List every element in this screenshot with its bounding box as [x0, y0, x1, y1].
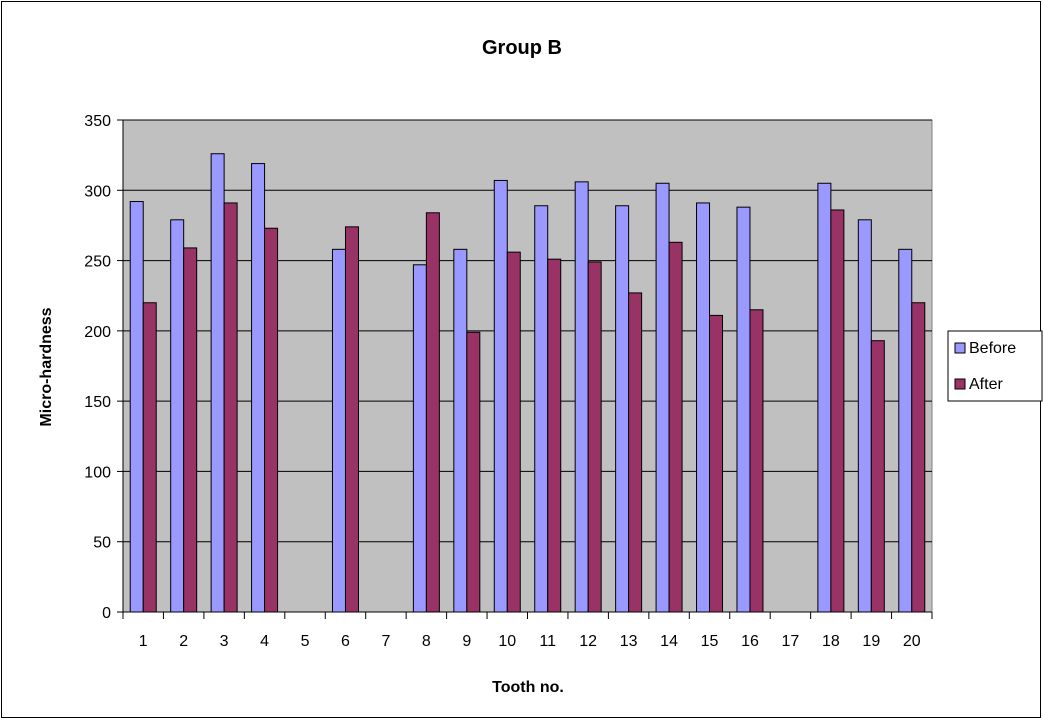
bar-after-tooth-4 [264, 227, 279, 613]
bar-after-tooth-2 [183, 247, 198, 613]
legend-label-after: After [969, 376, 1003, 393]
y-tick-labels: 0 50 100 150 200 250 300 350 [84, 113, 111, 622]
x-tick-label: 8 [422, 633, 431, 650]
x-axis-title: Tooth no. [492, 679, 564, 696]
bar-after-tooth-8 [425, 212, 440, 613]
y-tick-label: 250 [84, 254, 111, 271]
legend-swatch-before [954, 342, 966, 354]
bar-after-tooth-18 [830, 209, 845, 613]
bar-after-tooth-19 [870, 340, 885, 613]
bar-before-tooth-14 [655, 182, 670, 613]
axes [122, 120, 933, 619]
x-tick-label: 14 [660, 633, 678, 650]
x-tick-label: 5 [301, 633, 310, 650]
x-tick-label: 19 [862, 633, 880, 650]
bar-before-tooth-16 [736, 206, 751, 613]
bar-before-tooth-3 [210, 153, 225, 613]
x-tick-label: 18 [822, 633, 840, 650]
y-tick-label: 300 [84, 183, 111, 200]
bar-before-tooth-2 [170, 219, 185, 613]
x-tick-label: 1 [139, 633, 148, 650]
y-tick-label: 200 [84, 324, 111, 341]
x-tick-label: 3 [220, 633, 229, 650]
bar-after-tooth-16 [749, 309, 764, 613]
y-tick-label: 50 [93, 535, 111, 552]
bar-before-tooth-11 [534, 205, 549, 613]
x-tick-label: 2 [179, 633, 188, 650]
bar-before-tooth-8 [412, 264, 427, 613]
x-tick-label: 7 [381, 633, 390, 650]
bar-before-tooth-19 [857, 219, 872, 613]
bar-after-tooth-14 [668, 241, 683, 613]
y-axis-title: Micro-hardness [38, 307, 55, 426]
x-tick-label: 10 [498, 633, 516, 650]
bars [129, 153, 926, 613]
x-tick-labels: 1 2 3 4 5 6 7 8 9 10 11 12 13 14 15 16 17 18 19 20 [139, 633, 921, 650]
bar-before-tooth-20 [898, 248, 913, 613]
bar-after-tooth-10 [506, 251, 521, 613]
x-tick-label: 15 [701, 633, 719, 650]
x-tick-label: 17 [782, 633, 800, 650]
bar-before-tooth-12 [574, 181, 589, 613]
bar-after-tooth-20 [911, 302, 926, 613]
legend-swatch-after [954, 378, 966, 390]
x-tick-label: 11 [539, 633, 556, 650]
x-tick-label: 4 [260, 633, 269, 650]
x-tick-label: 20 [903, 633, 921, 650]
legend-label-before: Before [969, 340, 1016, 357]
bar-after-tooth-15 [709, 314, 724, 613]
plot-area [122, 119, 933, 613]
bar-after-tooth-11 [547, 258, 562, 613]
bar-before-tooth-6 [331, 248, 346, 613]
bar-before-tooth-1 [129, 201, 144, 613]
x-tick-label: 9 [462, 633, 471, 650]
bar-after-tooth-12 [587, 261, 602, 613]
x-tick-label: 16 [741, 633, 759, 650]
x-tick-label: 13 [620, 633, 638, 650]
bar-after-tooth-9 [466, 331, 481, 613]
y-tick-label: 100 [84, 464, 111, 481]
y-tick-label: 0 [102, 605, 111, 622]
bar-after-tooth-6 [344, 226, 359, 613]
bar-before-tooth-4 [251, 163, 266, 613]
y-tick-label: 350 [84, 113, 111, 130]
y-tick-label: 150 [84, 394, 111, 411]
legend: Before After [947, 330, 1043, 402]
x-tick-label: 6 [341, 633, 350, 650]
bar-before-tooth-18 [817, 182, 832, 613]
bar-before-tooth-9 [453, 248, 468, 613]
bar-before-tooth-10 [493, 179, 508, 613]
bar-before-tooth-13 [615, 205, 630, 613]
chart-title: Group B [482, 37, 562, 59]
bar-after-tooth-13 [628, 292, 643, 613]
bar-before-tooth-15 [696, 202, 711, 613]
bar-after-tooth-3 [223, 202, 238, 613]
bar-after-tooth-1 [142, 302, 157, 613]
x-tick-label: 12 [579, 633, 597, 650]
